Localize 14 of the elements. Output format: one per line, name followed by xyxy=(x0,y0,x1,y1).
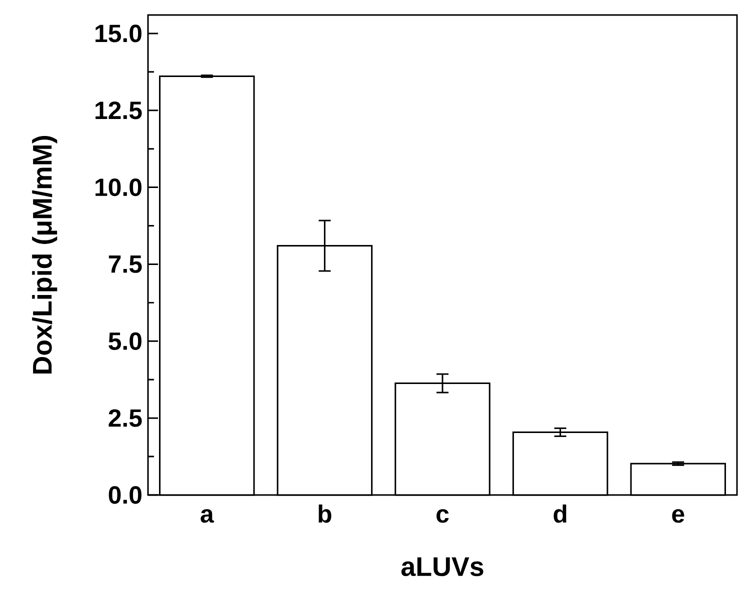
y-tick-label: 0.0 xyxy=(108,486,142,504)
x-tick-label: b xyxy=(318,504,332,523)
y-axis-title: Dox/Lipid (μM/mM) xyxy=(32,136,58,374)
y-tick-label: 5.0 xyxy=(108,332,142,350)
y-tick-label: 7.5 xyxy=(108,256,142,273)
y-tick-label: 15.0 xyxy=(96,24,142,42)
y-tick-label: 10.0 xyxy=(96,178,142,196)
y-tick-label: 12.5 xyxy=(96,102,142,120)
x-axis-title: aLUVs xyxy=(401,557,484,576)
x-tick-label: e xyxy=(672,509,684,523)
x-tick-label: c xyxy=(436,509,449,523)
x-tick-label: d xyxy=(554,504,566,523)
x-tick-label: a xyxy=(200,509,214,523)
y-tick-label: 2.5 xyxy=(108,409,142,427)
